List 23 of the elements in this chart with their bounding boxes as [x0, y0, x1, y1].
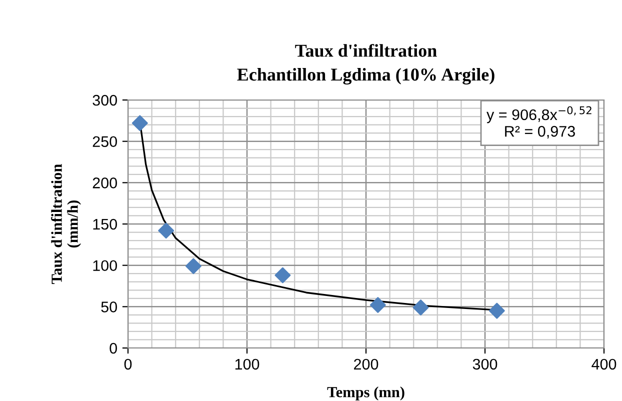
x-axis-title: Temps (mn)	[327, 386, 404, 400]
chart-title: Taux d'infiltration Echantillon Lgdima (10% Argile)	[237, 44, 494, 85]
y-tick-label: 300	[92, 94, 117, 106]
point	[370, 297, 386, 313]
y-tick-label: 50	[101, 302, 117, 312]
y-axis-title: Taux d'infiltration (mm/h)	[51, 164, 81, 284]
y-tick-label: 100	[93, 260, 117, 272]
x-tick-label: 100	[235, 358, 260, 370]
point	[132, 115, 148, 132]
annotation: y = 906,8x$^{−0,52}$ R² = 0,973	[486, 106, 592, 139]
point	[412, 300, 429, 316]
y-tick-label: 0	[110, 342, 117, 354]
x-tick-label: 300	[472, 358, 498, 370]
x-tick-label: 400	[592, 358, 616, 370]
x-tick-label: 200	[354, 358, 378, 370]
y-tick-label: 200	[92, 178, 117, 188]
y-tick-label: 150	[93, 218, 117, 230]
y-tick-label: 250	[92, 136, 117, 148]
point	[274, 267, 291, 284]
x-tick-label: 0	[124, 358, 132, 370]
point	[158, 222, 174, 239]
point	[185, 258, 202, 274]
point	[488, 302, 505, 319]
